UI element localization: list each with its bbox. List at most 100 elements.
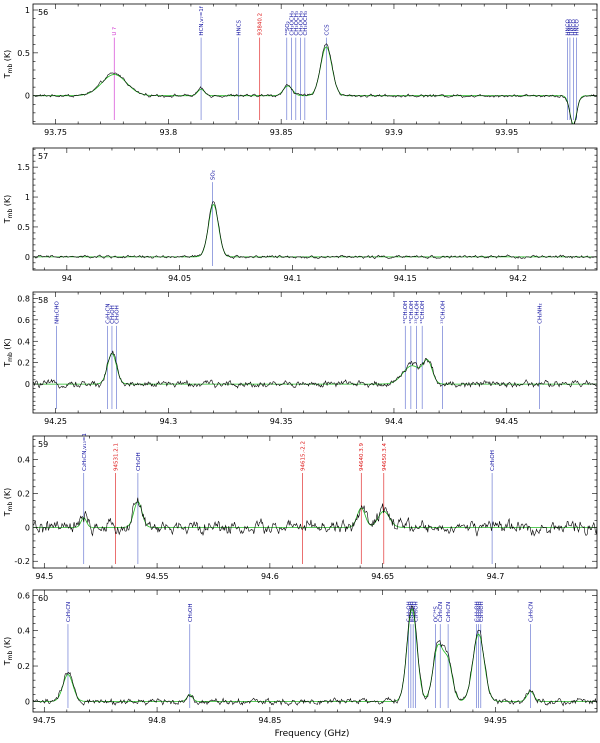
- y-tick-label-60-0: 0: [25, 697, 30, 706]
- line-label-59-6: C₂H₅OH: [490, 450, 496, 471]
- line-label-60-8: C₂H₅CN: [446, 602, 452, 622]
- panel-frame-57: [32, 147, 598, 271]
- line-label-58-4: ¹³CH₃OH: [402, 301, 409, 324]
- x-tick-label-57-0: 94: [62, 274, 72, 283]
- model-spectrum-57: [33, 204, 597, 258]
- line-label-56-13: HNCO: [575, 19, 581, 36]
- line-label-56-9: CCS: [324, 24, 330, 36]
- y-axis-label-60: Tmb (K): [3, 637, 14, 667]
- line-label-60-0: C₂H₅CN: [66, 602, 72, 622]
- line-label-58-0: NH₂CHO: [55, 300, 61, 323]
- observed-spectrum-59: [33, 497, 597, 537]
- y-tick-label-59-1: 0: [25, 523, 30, 532]
- model-spectrum-60: [33, 608, 597, 702]
- y-axis-label-unit: (K): [3, 50, 12, 64]
- y-axis-label-sub: mb: [7, 209, 14, 219]
- model-spectrum-56: [33, 46, 597, 124]
- panel-number-59: 59: [38, 440, 48, 449]
- x-tick-label-60-0: 94.75: [33, 716, 56, 725]
- y-tick-label-57-0: 0: [25, 253, 30, 262]
- line-label-60-5: C₂H₅OH: [413, 601, 419, 622]
- line-label-56-3: 93840.2: [258, 13, 264, 36]
- line-label-60-1: CH₃OH: [188, 604, 194, 623]
- observed-spectrum-58: [33, 350, 597, 389]
- y-axis-label-unit: (K): [3, 488, 12, 502]
- y-tick-label-58-4: 0.8: [17, 294, 30, 303]
- spectrum-panel-57: SO₂ 57 94 94.05 94.1 94.15 94.2 0 0.5 1 1.5 Tmb (K): [3, 147, 598, 283]
- y-tick-label-60-3: 0.6: [17, 591, 30, 600]
- x-tick-label-58-4: 94.45: [495, 417, 518, 426]
- x-tick-label-60-3: 94.9: [374, 716, 392, 725]
- x-tick-label-59-4: 94.7: [487, 572, 505, 581]
- line-label-59-3: 94615.-2.2: [301, 441, 307, 471]
- line-label-58-9: CH₃NH₂: [537, 303, 543, 324]
- line-label-58-2: CH₃OH: [110, 305, 116, 324]
- x-tick-label-56-0: 93.75: [44, 128, 67, 137]
- y-tick-label-58-0: 0: [25, 380, 30, 389]
- x-tick-label-56-4: 93.95: [495, 128, 518, 137]
- y-axis-label-sub: mb: [7, 64, 14, 74]
- panel-frame-56: [32, 3, 598, 125]
- line-label-59-1: 94531.2.1: [113, 443, 119, 471]
- y-tick-label-59-2: 0.2: [17, 490, 30, 499]
- y-tick-label-56-1: 0.5: [17, 49, 30, 58]
- line-label-58-1: C₂H₃CN: [105, 304, 111, 324]
- y-tick-label-56-0: 0: [25, 92, 30, 101]
- line-label-59-0: C₂H₅CN,v₁₃=1: [82, 433, 88, 471]
- panels-group: U ? HCN,v₇=1f HNCS 93840.2 ³⁴SO₂CH₃OCH₃CH₃OC…: [3, 3, 598, 725]
- x-tick-label-60-1: 94.8: [148, 716, 166, 725]
- line-label-58-5: ¹³CH₃OH: [408, 301, 415, 324]
- y-tick-label-58-3: 0.6: [17, 316, 30, 325]
- line-label-56-11: HNCO: [568, 19, 574, 36]
- line-label-60-9: C₂H₅OH: [474, 601, 480, 622]
- line-label-56-10: HNCO: [566, 19, 572, 36]
- observed-spectrum-60: [33, 605, 597, 707]
- y-axis-label-sub: mb: [7, 502, 14, 512]
- line-label-60-10: C₂H₅OH: [477, 601, 483, 622]
- y-tick-label-57-3: 1.5: [17, 163, 30, 172]
- x-tick-label-56-2: 93.85: [270, 128, 293, 137]
- y-tick-label-60-2: 0.4: [17, 627, 30, 636]
- line-label-59-4: 94640.3.9: [359, 442, 365, 470]
- x-tick-label-56-3: 93.9: [385, 128, 403, 137]
- panel-number-57: 57: [38, 152, 48, 161]
- y-axis-label-59: Tmb (K): [3, 488, 14, 518]
- y-axis-label-main: T: [3, 660, 12, 666]
- y-axis-label-58: Tmb (K): [3, 338, 14, 368]
- panel-number-56: 56: [38, 8, 48, 17]
- x-tick-label-58-2: 94.35: [270, 417, 293, 426]
- x-tick-label-57-1: 94.05: [168, 274, 191, 283]
- observed-spectrum-57: [33, 201, 597, 260]
- line-label-60-7: C₂H₅CN: [438, 602, 444, 622]
- line-label-56-5: CH₃OCH₃: [289, 11, 295, 36]
- y-axis-label-sub: mb: [7, 651, 14, 661]
- y-axis-label-unit: (K): [3, 637, 12, 651]
- line-label-56-1: HCN,v₇=1f: [199, 5, 205, 35]
- x-tick-label-60-2: 94.85: [258, 716, 281, 725]
- y-tick-label-60-1: 0.2: [17, 662, 30, 671]
- spectrum-panel-59: C₂H₅CN,v₁₃=1 94531.2.1 CH₃OH 94615.-2.2 9464…: [3, 433, 598, 581]
- panel-number-58: 58: [38, 296, 48, 305]
- line-label-60-2: C₂H₅OH: [407, 601, 413, 622]
- line-label-56-4: ³⁴SO₂: [284, 21, 291, 35]
- y-axis-label-main: T: [3, 511, 12, 517]
- y-tick-label-59-0: -0.2: [14, 557, 30, 566]
- panel-number-60: 60: [38, 594, 48, 603]
- y-tick-label-57-2: 1: [25, 193, 30, 202]
- y-axis-label-unit: (K): [3, 195, 12, 209]
- line-label-58-6: ¹³CH₃OH: [414, 301, 421, 324]
- y-tick-label-59-3: 0.4: [17, 456, 30, 465]
- spectrum-panel-56: U ? HCN,v₇=1f HNCS 93840.2 ³⁴SO₂CH₃OCH₃CH₃OC…: [3, 3, 598, 137]
- line-label-56-2: HNCS: [236, 20, 242, 36]
- line-label-58-3: CH₃OH: [114, 305, 120, 324]
- y-axis-label-sub: mb: [7, 352, 14, 362]
- y-axis-label-main: T: [3, 218, 12, 224]
- line-label-60-6: OC³⁴S: [433, 606, 440, 623]
- line-label-60-11: C₂H₅OH: [479, 601, 485, 622]
- x-tick-label-57-2: 94.1: [284, 274, 302, 283]
- line-label-56-8: CH₃OCH₃: [303, 11, 309, 36]
- x-tick-label-59-0: 94.5: [35, 572, 53, 581]
- y-axis-label-unit: (K): [3, 338, 12, 352]
